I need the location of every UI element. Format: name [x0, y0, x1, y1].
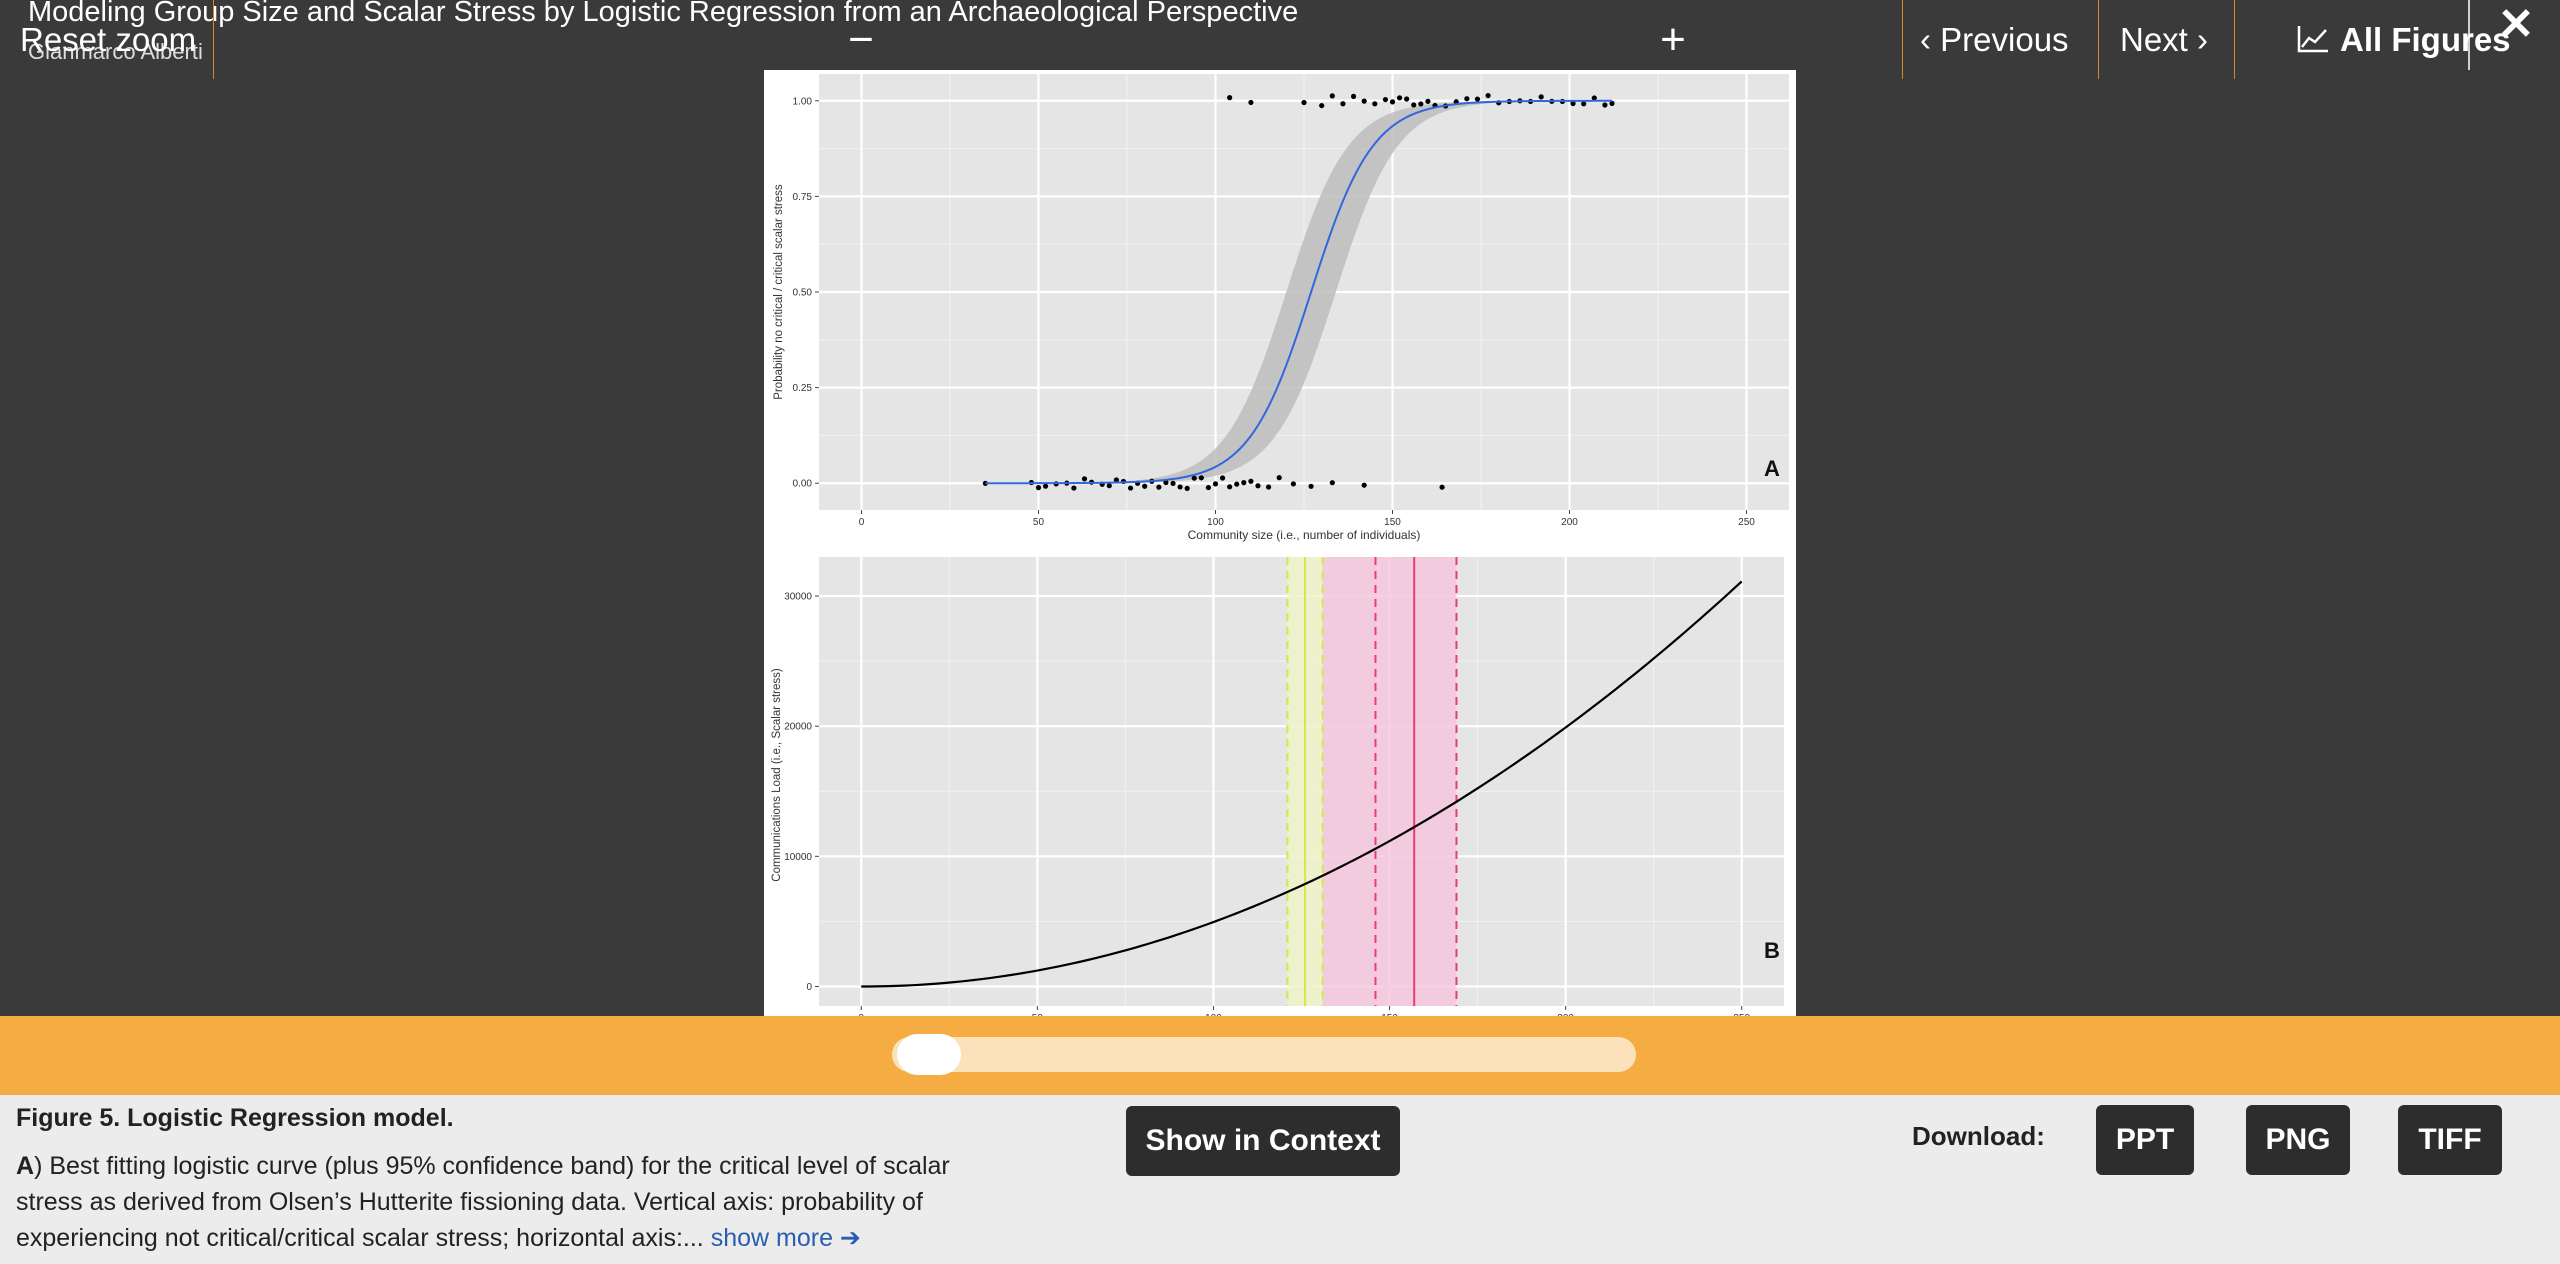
data-point — [1107, 483, 1112, 488]
data-point — [1418, 101, 1423, 106]
data-point — [1177, 484, 1182, 489]
data-point — [1404, 96, 1409, 101]
data-point — [1241, 480, 1246, 485]
zoom-in-button[interactable]: + — [1648, 0, 1698, 79]
y-tick-label: 0.50 — [793, 288, 813, 299]
data-point — [1234, 482, 1239, 487]
data-point — [1248, 100, 1253, 105]
zoom-slider-handle[interactable] — [897, 1034, 961, 1075]
data-point — [1291, 481, 1296, 486]
panel-label-a: A — [1764, 456, 1780, 481]
data-point — [1602, 102, 1607, 107]
data-point — [1082, 476, 1087, 481]
y-axis-label-a: Probability no critical / critical scala… — [773, 184, 785, 400]
data-point — [1227, 484, 1232, 489]
zoom-out-button[interactable]: − — [836, 0, 886, 79]
next-figure-button[interactable]: Next › — [2120, 0, 2208, 79]
y-axis-label-b: Communications Load (i.e., Scalar stress… — [771, 668, 783, 882]
data-point — [1071, 485, 1076, 490]
all-figures-button[interactable]: All Figures — [2296, 0, 2511, 79]
data-point — [1206, 485, 1211, 490]
toolbar-divider — [213, 0, 214, 79]
download-tiff-button[interactable]: TIFF — [2398, 1105, 2502, 1175]
toolbar-divider — [2234, 0, 2235, 79]
data-point — [1248, 479, 1253, 484]
data-point — [1301, 100, 1306, 105]
data-point — [1390, 99, 1395, 104]
data-point — [1036, 485, 1041, 490]
previous-figure-button[interactable]: ‹ Previous — [1920, 0, 2069, 79]
y-tick-label: 0.00 — [793, 479, 813, 490]
data-point — [1128, 485, 1133, 490]
data-point — [1340, 101, 1345, 106]
toolbar-divider — [2098, 0, 2099, 79]
data-point — [1185, 486, 1190, 491]
data-point — [1485, 93, 1490, 98]
data-point — [1192, 476, 1197, 481]
y-tick-label: 10000 — [784, 852, 812, 863]
data-point — [1425, 99, 1430, 104]
data-point — [1372, 101, 1377, 106]
data-point — [1383, 97, 1388, 102]
show-in-context-button[interactable]: Show in Context — [1126, 1106, 1400, 1176]
show-more-link[interactable]: show more ➔ — [711, 1224, 861, 1252]
data-point — [1362, 483, 1367, 488]
reset-zoom-button[interactable]: Reset zoom — [20, 0, 196, 79]
x-tick-label: 250 — [1738, 517, 1755, 528]
y-tick-label: 0.25 — [793, 383, 813, 394]
x-tick-label: 200 — [1561, 517, 1578, 528]
y-tick-label: 20000 — [784, 722, 812, 733]
caption-title: Figure 5. Logistic Regression model. — [16, 1104, 454, 1133]
download-label: Download: — [1912, 1121, 2045, 1152]
x-tick-label: 100 — [1207, 517, 1224, 528]
paper-title: Modeling Group Size and Scalar Stress by… — [28, 0, 1298, 29]
y-tick-label: 1.00 — [793, 96, 813, 107]
download-png-button[interactable]: PNG — [2246, 1105, 2350, 1175]
data-point — [1170, 481, 1175, 486]
data-point — [1592, 95, 1597, 100]
data-point — [1362, 99, 1367, 104]
data-point — [1475, 96, 1480, 101]
data-point — [1199, 475, 1204, 480]
figure-5-chart: 0 50 100 150 200 250 0.00 0.25 0.50 0.75 1.00 A Comm… — [764, 70, 1796, 1016]
toolbar-divider — [1902, 0, 1903, 79]
y-tick-label: 0 — [806, 982, 812, 993]
x-axis-label-a: Community size (i.e., number of individu… — [1188, 528, 1421, 542]
x-tick-label: 50 — [1033, 517, 1045, 528]
figure-image[interactable]: 0 50 100 150 200 250 0.00 0.25 0.50 0.75 1.00 A Comm… — [764, 70, 1796, 1016]
data-point — [1277, 475, 1282, 480]
caption-text: A) Best fitting logistic curve (plus 95%… — [16, 1148, 1016, 1256]
data-point — [1581, 101, 1586, 106]
panel-label-b: B — [1764, 938, 1780, 963]
data-point — [1330, 480, 1335, 485]
data-point — [1330, 93, 1335, 98]
data-point — [1351, 94, 1356, 99]
x-tick-label: 150 — [1384, 517, 1401, 528]
data-point — [1220, 475, 1225, 480]
data-point — [1213, 481, 1218, 486]
x-tick-label: 0 — [859, 517, 865, 528]
data-point — [1142, 484, 1147, 489]
download-ppt-button[interactable]: PPT — [2096, 1105, 2194, 1175]
data-point — [1227, 95, 1232, 100]
data-point — [1464, 96, 1469, 101]
data-point — [1308, 484, 1313, 489]
data-point — [1043, 484, 1048, 489]
data-point — [1397, 95, 1402, 100]
data-point — [1539, 94, 1544, 99]
line-chart-icon — [2296, 3, 2330, 82]
data-point — [1255, 483, 1260, 488]
data-point — [1319, 103, 1324, 108]
shaded-band — [1323, 557, 1457, 1006]
all-figures-label: All Figures — [2340, 21, 2511, 58]
data-point — [1439, 485, 1444, 490]
data-point — [1411, 102, 1416, 107]
data-point — [1266, 484, 1271, 489]
y-tick-label: 30000 — [784, 592, 812, 603]
caption-panel-letter: A — [16, 1152, 34, 1180]
y-tick-label: 0.75 — [793, 192, 813, 203]
data-point — [1156, 485, 1161, 490]
zoom-slider-track[interactable] — [892, 1037, 1636, 1072]
